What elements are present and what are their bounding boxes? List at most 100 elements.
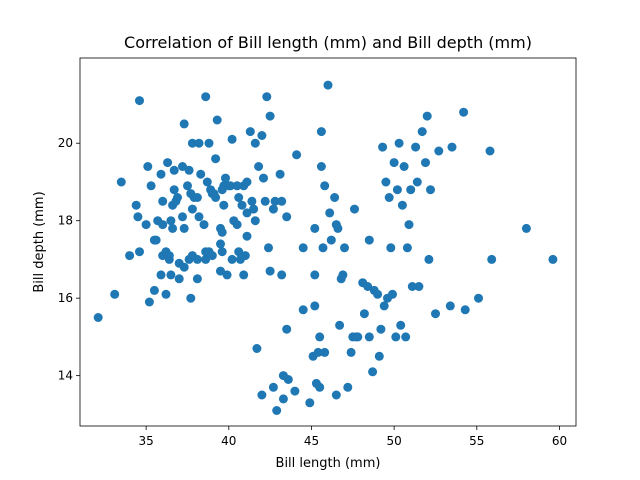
data-point [401, 332, 411, 342]
data-point [434, 146, 444, 156]
data-point [237, 200, 247, 210]
data-point [212, 115, 222, 125]
data-point [414, 282, 424, 291]
data-point [268, 382, 278, 392]
data-point [404, 220, 414, 230]
data-point [184, 165, 194, 175]
chart-title: Correlation of Bill length (mm) and Bill… [124, 33, 532, 52]
data-point [179, 119, 189, 129]
data-point [239, 270, 249, 280]
data-point [320, 181, 330, 191]
data-point [164, 251, 174, 261]
data-point [259, 173, 268, 183]
data-point [173, 193, 182, 202]
data-point [234, 193, 244, 202]
data-point [242, 208, 252, 218]
data-point [183, 181, 192, 191]
data-point [277, 270, 287, 280]
data-point [161, 289, 171, 299]
points-layer [93, 80, 558, 415]
data-point [402, 243, 412, 253]
data-point [178, 162, 187, 171]
data-point [169, 185, 179, 195]
data-point [431, 309, 440, 319]
data-point [278, 394, 288, 404]
x-axis-label: Bill length (mm) [276, 456, 381, 471]
data-point [156, 169, 166, 179]
data-point [196, 169, 206, 179]
data-point [227, 134, 237, 144]
data-point [227, 254, 237, 264]
data-point [364, 235, 374, 245]
data-point [265, 111, 275, 121]
data-point [199, 220, 209, 230]
data-point [158, 196, 168, 206]
y-tick-label: 16 [58, 291, 73, 305]
data-point [323, 80, 333, 90]
data-point [359, 309, 369, 319]
data-point [275, 169, 285, 179]
data-point [548, 254, 558, 264]
data-point [168, 223, 178, 233]
data-point [391, 332, 401, 342]
data-point [422, 111, 432, 121]
data-point [163, 158, 173, 168]
data-point [217, 247, 227, 257]
data-point [226, 181, 235, 191]
data-point [310, 223, 320, 233]
data-point [245, 127, 255, 137]
data-point [368, 367, 378, 377]
data-point [219, 200, 229, 210]
data-point [187, 138, 197, 148]
data-point [232, 220, 242, 230]
data-point [166, 216, 176, 226]
data-point [406, 185, 416, 195]
data-point [338, 270, 348, 280]
x-tick-label: 40 [221, 434, 236, 448]
data-point [110, 289, 120, 299]
data-point [445, 301, 455, 311]
data-point [252, 344, 262, 353]
data-point [316, 162, 326, 171]
data-point [250, 216, 260, 226]
data-point [125, 251, 135, 261]
data-point [242, 177, 252, 187]
data-point [381, 177, 391, 187]
data-point [310, 270, 320, 280]
data-point [384, 193, 394, 202]
plot-frame [79, 57, 577, 427]
data-point [192, 254, 202, 264]
data-point [268, 204, 278, 214]
data-point [282, 212, 292, 222]
data-point [320, 347, 330, 357]
data-point [156, 270, 166, 280]
data-point [330, 193, 340, 202]
data-point [247, 196, 257, 206]
data-point [298, 305, 308, 315]
data-point [407, 282, 417, 291]
data-point [260, 196, 270, 206]
data-point [232, 181, 242, 191]
data-point [335, 320, 345, 330]
data-point [310, 301, 320, 311]
data-point [143, 162, 153, 171]
x-axis: 35 40 45 50 55 60 [138, 426, 567, 448]
y-tick-label: 14 [58, 369, 73, 383]
data-point [282, 324, 292, 334]
data-point [135, 247, 144, 257]
data-point [460, 305, 470, 315]
data-point [474, 293, 483, 303]
data-point [392, 185, 402, 195]
data-point [521, 223, 531, 233]
data-point [283, 375, 293, 384]
data-point [399, 162, 409, 171]
data-point [396, 320, 406, 330]
data-point [315, 332, 325, 342]
data-point [201, 254, 211, 264]
data-point [265, 266, 275, 276]
data-point [264, 243, 273, 253]
data-point [149, 285, 159, 295]
data-point [201, 92, 211, 102]
